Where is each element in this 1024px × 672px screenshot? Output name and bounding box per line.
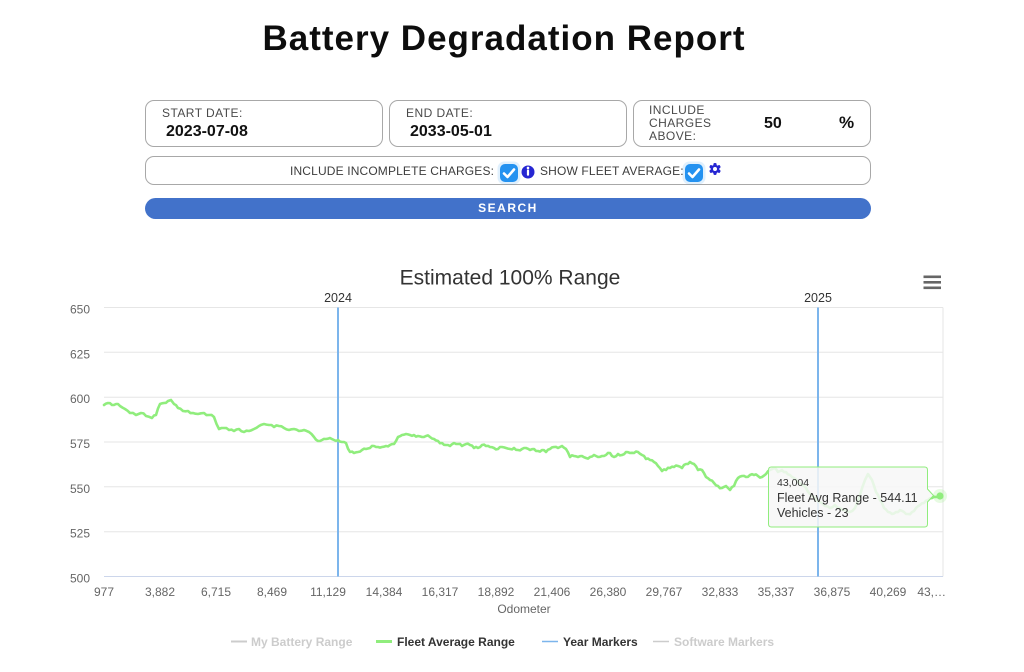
svg-text:My Battery Range: My Battery Range <box>251 635 353 649</box>
svg-text:8,469: 8,469 <box>257 585 287 599</box>
svg-text:43,…: 43,… <box>917 585 946 599</box>
svg-text:Fleet Avg Range - 544.11: Fleet Avg Range - 544.11 <box>777 491 918 505</box>
svg-text:525: 525 <box>70 527 90 541</box>
svg-text:Year Markers: Year Markers <box>563 635 638 649</box>
svg-text:625: 625 <box>70 347 90 361</box>
svg-text:18,892: 18,892 <box>478 585 515 599</box>
svg-text:977: 977 <box>94 585 114 599</box>
svg-text:Estimated 100% Range: Estimated 100% Range <box>400 267 621 290</box>
svg-text:36,875: 36,875 <box>814 585 851 599</box>
svg-text:40,269: 40,269 <box>870 585 907 599</box>
svg-text:16,317: 16,317 <box>422 585 459 599</box>
svg-text:2024: 2024 <box>324 291 352 305</box>
svg-text:575: 575 <box>70 437 90 451</box>
svg-text:Odometer: Odometer <box>497 602 550 616</box>
svg-text:35,337: 35,337 <box>758 585 795 599</box>
svg-text:600: 600 <box>70 392 90 406</box>
svg-text:14,384: 14,384 <box>366 585 403 599</box>
svg-text:500: 500 <box>70 572 90 586</box>
svg-text:550: 550 <box>70 482 90 496</box>
svg-text:650: 650 <box>70 303 90 317</box>
svg-text:Software Markers: Software Markers <box>674 635 774 649</box>
svg-text:3,882: 3,882 <box>145 585 175 599</box>
svg-text:Vehicles - 23: Vehicles - 23 <box>777 506 849 520</box>
svg-text:29,767: 29,767 <box>646 585 683 599</box>
svg-text:Fleet Average Range: Fleet Average Range <box>397 635 515 649</box>
svg-text:43,004: 43,004 <box>777 477 809 489</box>
svg-text:6,715: 6,715 <box>201 585 231 599</box>
svg-text:2025: 2025 <box>804 291 832 305</box>
svg-text:32,833: 32,833 <box>702 585 739 599</box>
svg-text:26,380: 26,380 <box>590 585 627 599</box>
svg-text:21,406: 21,406 <box>534 585 571 599</box>
svg-text:11,129: 11,129 <box>310 585 346 599</box>
